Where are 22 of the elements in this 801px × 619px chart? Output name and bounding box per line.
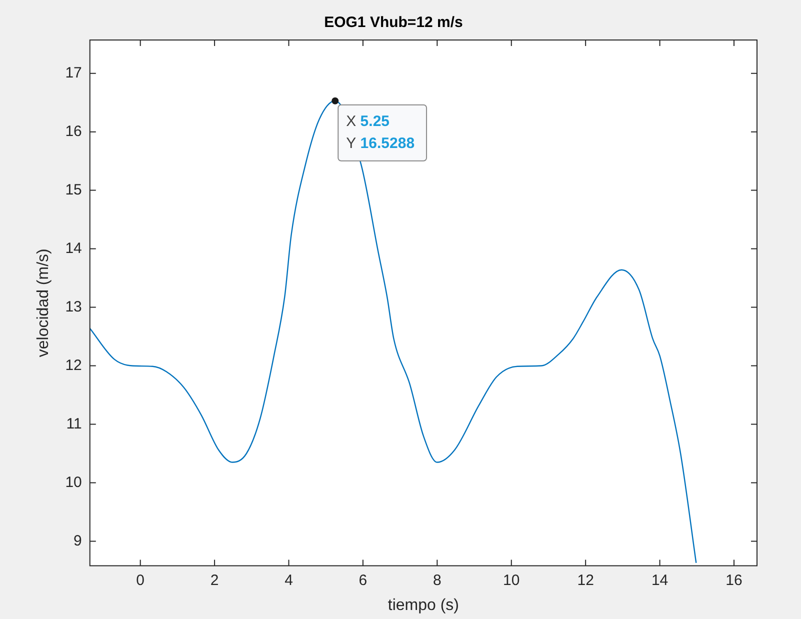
- x-tick-label: 12: [577, 572, 594, 589]
- y-tick-label: 11: [66, 415, 82, 432]
- x-tick-label: 6: [358, 572, 368, 589]
- x-tick-label: 0: [136, 572, 145, 589]
- annotation: X 5.25 Y 16.5288: [346, 113, 415, 152]
- x-tick-label: 2: [210, 572, 219, 589]
- y-tick-label: 15: [65, 181, 82, 198]
- x-axis-title: tiempo (s): [388, 596, 460, 614]
- x-tick-label: 4: [284, 572, 293, 589]
- y-tick-label: 12: [65, 356, 82, 374]
- y-axis-title: velocidad (m/s): [35, 248, 52, 358]
- y-tick-label: 14: [65, 240, 82, 257]
- y-tick-label: 16: [65, 122, 82, 140]
- y-tick-label: 17: [65, 64, 82, 82]
- x-tick-label: 10: [503, 572, 520, 589]
- x-tick-label: 16: [726, 572, 742, 589]
- y-tick-label: 9: [74, 532, 82, 550]
- x-tick-label: 8: [433, 572, 442, 589]
- y-tick-label: 13: [65, 298, 82, 316]
- y-tick-label: 10: [65, 474, 82, 491]
- chart-title: EOG1 Vhub=12 m/s: [324, 14, 463, 32]
- x-tick-label: 14: [651, 572, 668, 589]
